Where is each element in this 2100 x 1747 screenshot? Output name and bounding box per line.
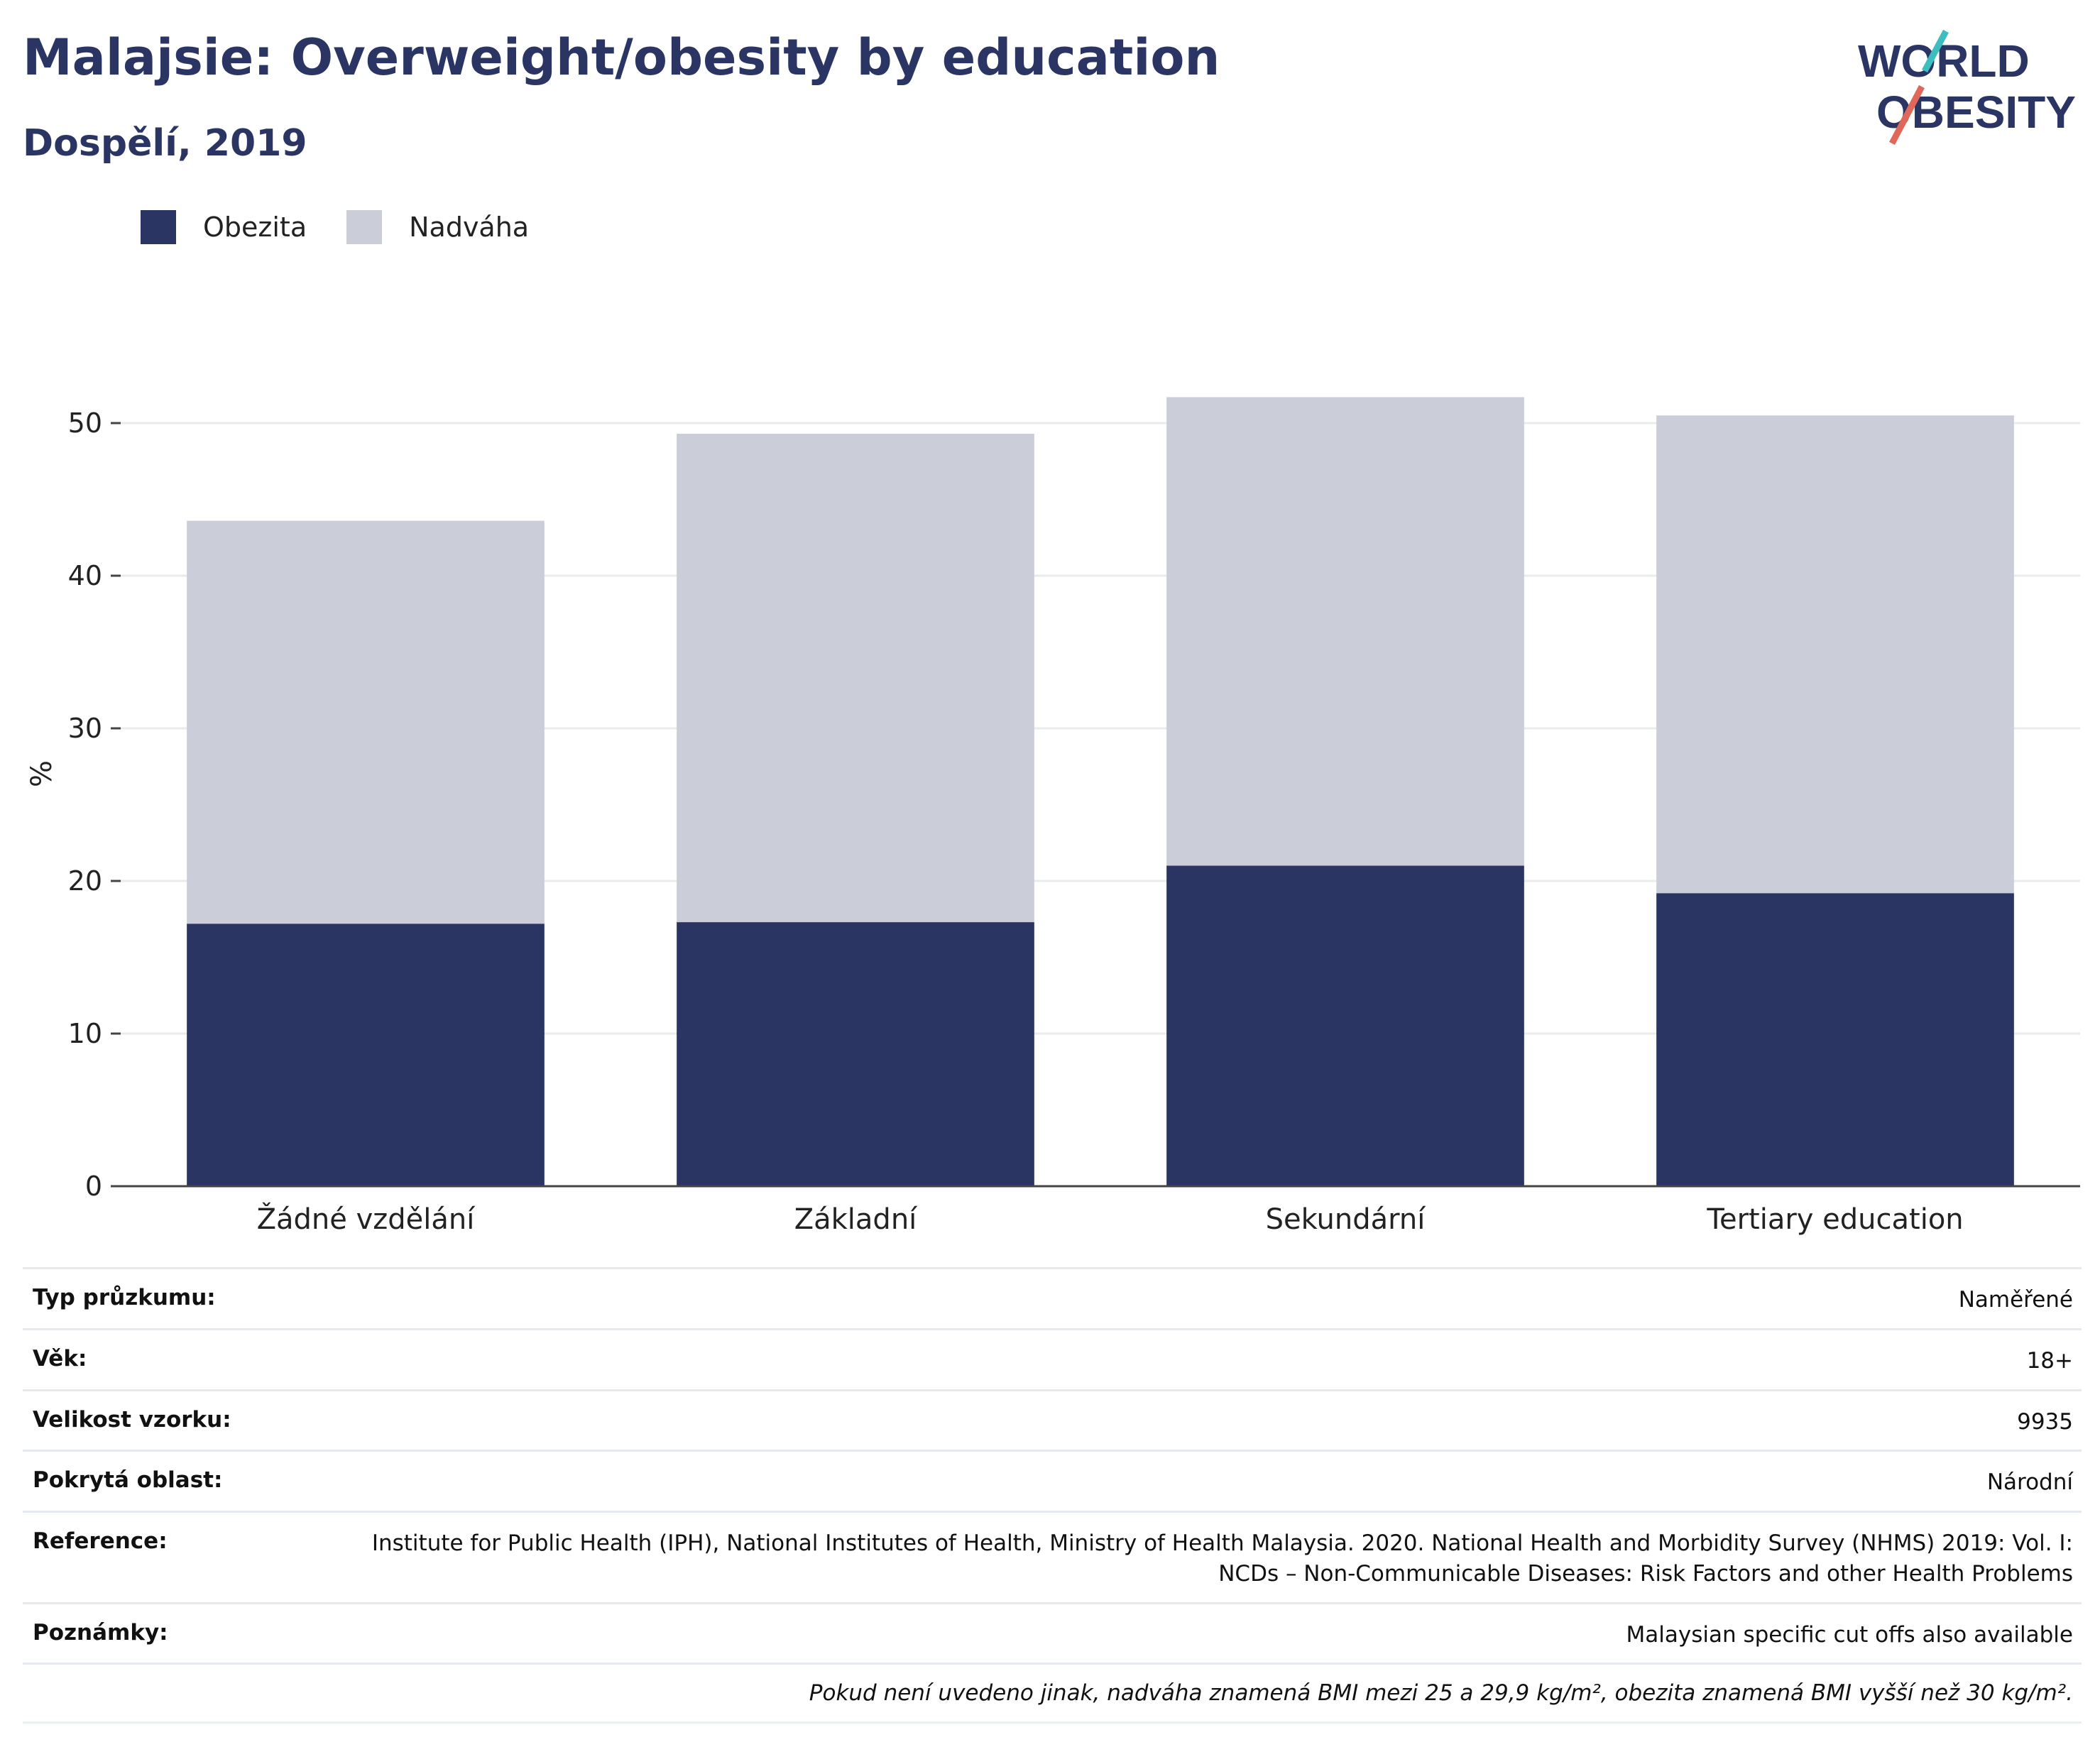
axes: 0 10 20 30 40 50 Žádné vzdělání Základní Sekundá…	[68, 407, 2080, 1236]
info-row: Typ průzkumu: Naměřené	[23, 1267, 2082, 1328]
x-category-label: Základní	[794, 1203, 918, 1236]
x-category-label: Žádné vzdělání	[257, 1202, 476, 1236]
legend-swatch-obesity	[141, 210, 176, 244]
y-tick-label: 20	[68, 865, 102, 897]
legend-label-obesity: Obezita	[203, 212, 307, 243]
footnote: Pokud není uvedeno jinak, nadváha znamen…	[23, 1663, 2082, 1724]
y-axis-label: %	[26, 760, 58, 787]
y-tick-label: 30	[68, 713, 102, 744]
chart-subtitle: Dospělí, 2019	[23, 122, 307, 165]
info-value-notes: Malaysian specific cut offs also availab…	[1626, 1621, 2073, 1648]
info-row: Věk: 18+	[23, 1327, 2082, 1389]
bar-obesity	[1656, 893, 2014, 1186]
info-value-survey-type: Naměřené	[1958, 1287, 2073, 1313]
info-value-sample-size: 9935	[2017, 1408, 2073, 1435]
info-key-sample-size: Velikost vzorku:	[33, 1406, 231, 1433]
bar-overweight	[1166, 397, 1524, 866]
y-tick-label: 50	[68, 407, 102, 439]
info-value-age: 18+	[2026, 1347, 2073, 1374]
stacked-bar-chart: 0 10 20 30 40 50 Žádné vzdělání Základní Sekundá…	[26, 397, 2080, 1236]
bar-obesity	[677, 922, 1034, 1186]
info-value-reference: Institute for Public Health (IPH), Natio…	[371, 1530, 2073, 1587]
x-category-label: Sekundární	[1266, 1203, 1427, 1236]
info-key-survey-type: Typ průzkumu:	[33, 1285, 216, 1310]
info-key-notes: Poznámky:	[33, 1619, 168, 1645]
logo-slash-red	[1889, 84, 1925, 146]
legend-item-overweight: Nadváha	[346, 210, 529, 244]
logo-slash-teal	[1922, 29, 1949, 73]
info-key-reference: Reference:	[33, 1528, 168, 1555]
bar-overweight	[187, 520, 545, 924]
bar-obesity	[1166, 865, 1524, 1186]
bar-obesity	[187, 924, 545, 1186]
info-row: Velikost vzorku: 9935	[23, 1389, 2082, 1450]
world-obesity-logo: WORLD OBESITY	[1858, 29, 2076, 146]
info-key-area: Pokrytá oblast:	[33, 1467, 223, 1494]
info-row: Poznámky: Malaysian specific cut offs al…	[23, 1601, 2082, 1663]
legend: Obezita Nadváha	[141, 210, 569, 244]
bars	[187, 397, 2014, 1186]
bar-overweight	[677, 434, 1034, 923]
legend-item-obesity: Obezita	[141, 210, 307, 244]
info-table: Typ průzkumu: Naměřené Věk: 18+ Velikost…	[23, 1267, 2082, 1724]
chart-title: Malajsie: Overweight/obesity by educatio…	[23, 28, 1220, 87]
y-tick-label: 10	[68, 1018, 102, 1049]
legend-label-overweight: Nadváha	[409, 212, 530, 243]
x-category-label: Tertiary education	[1706, 1203, 1963, 1236]
y-tick-label: 40	[68, 560, 102, 591]
info-value-area: Národní	[1986, 1469, 2073, 1496]
bar-overweight	[1656, 415, 2014, 894]
y-tick-label: 0	[85, 1171, 102, 1202]
info-row: Pokrytá oblast: Národní	[23, 1450, 2082, 1511]
info-row: Reference: Institute for Public Health (…	[23, 1511, 2082, 1602]
legend-swatch-overweight	[346, 210, 383, 244]
info-key-age: Věk:	[33, 1345, 87, 1371]
logo-line1: WORLD	[1858, 35, 2030, 87]
